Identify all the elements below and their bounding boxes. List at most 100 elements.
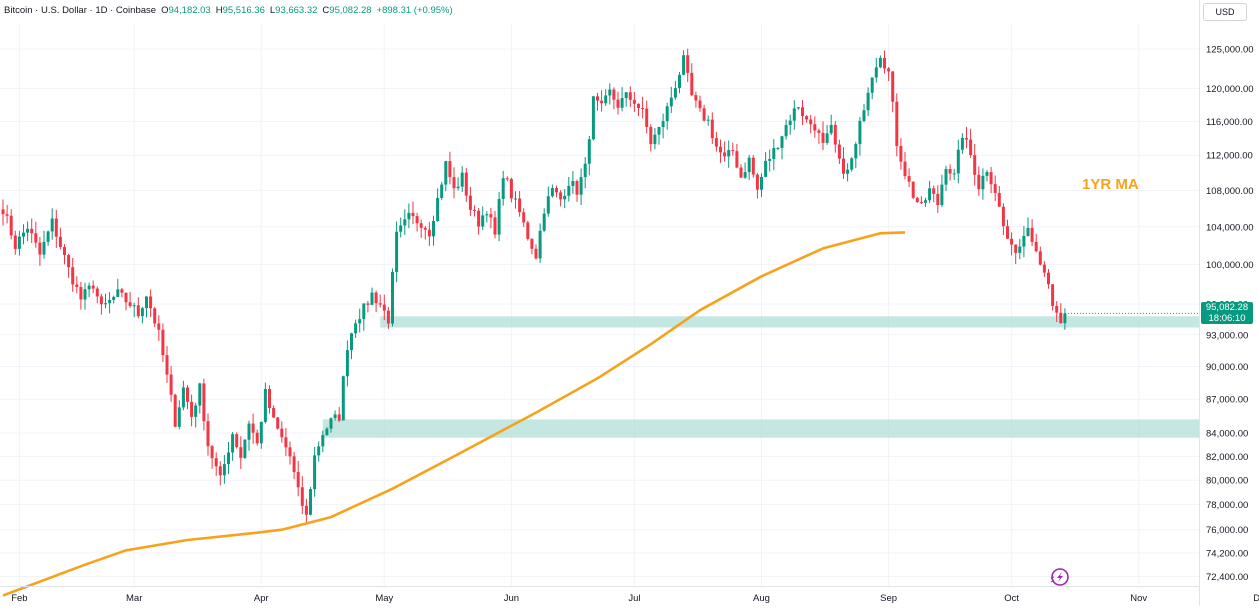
- candle-body: [181, 387, 185, 408]
- candle-body: [731, 150, 735, 152]
- candle-body: [481, 215, 485, 227]
- candle-body: [239, 447, 243, 458]
- price-tick-label: 76,000.00: [1206, 525, 1248, 536]
- candle-body: [973, 155, 977, 175]
- price-tick-label: 93,000.00: [1206, 330, 1248, 341]
- candle-body: [259, 421, 263, 444]
- price-tick-label: 108,000.00: [1206, 186, 1254, 197]
- candle-body: [350, 333, 353, 351]
- candle-body: [456, 186, 460, 189]
- candle-body: [382, 304, 386, 311]
- change-value: +898.31 (+0.95%): [376, 4, 453, 16]
- candle-body: [686, 55, 690, 73]
- candle-body: [649, 126, 653, 145]
- candle-body: [448, 161, 452, 178]
- candle-body: [702, 108, 706, 121]
- candle-body: [743, 172, 747, 178]
- grid: [0, 24, 1199, 586]
- candle-body: [222, 464, 226, 476]
- price-tick-label: 72,400.00: [1206, 572, 1248, 583]
- candle-body: [5, 214, 9, 216]
- time-tick-label: Feb: [11, 593, 27, 604]
- candle-body: [362, 303, 366, 320]
- candle-body: [161, 329, 165, 356]
- candle-body: [391, 271, 394, 324]
- candle-body: [915, 197, 919, 203]
- candle-body: [981, 175, 985, 190]
- low-value: 93,663.32: [275, 4, 318, 16]
- candle-body: [415, 216, 419, 224]
- price-tick-label: 78,000.00: [1206, 500, 1248, 511]
- candle-body: [993, 184, 997, 193]
- candle-body: [985, 172, 989, 176]
- candle-body: [780, 136, 784, 148]
- candle-body: [739, 167, 743, 178]
- price-tick-label: 120,000.00: [1206, 84, 1254, 95]
- candle-body: [653, 134, 657, 145]
- candle-body: [928, 188, 932, 201]
- candle-body: [1034, 241, 1038, 252]
- time-tick-label: Jun: [504, 593, 519, 604]
- candle-body: [452, 177, 456, 189]
- candle-body: [641, 107, 645, 109]
- candle-body: [550, 188, 554, 197]
- candle-body: [952, 173, 956, 175]
- candle-body: [969, 139, 973, 156]
- candle-body: [1055, 305, 1059, 313]
- candle-body: [501, 178, 505, 199]
- candle-body: [58, 236, 62, 248]
- candle-body: [792, 108, 796, 121]
- candle-body: [723, 152, 727, 157]
- candle-body: [165, 355, 169, 375]
- candle-body: [177, 407, 181, 427]
- candle-body: [895, 101, 899, 146]
- candle-body: [669, 97, 673, 107]
- candle-body: [772, 148, 776, 159]
- candle-body: [284, 437, 288, 448]
- candle-body: [263, 388, 267, 422]
- candle-body: [87, 285, 91, 290]
- candle-body: [940, 184, 944, 206]
- candle-body: [768, 158, 772, 161]
- candle-body: [1006, 226, 1009, 239]
- candle-body: [575, 181, 579, 195]
- price-axis[interactable]: 125,000.00 120,000.00 116,000.00 112,000.00…: [1199, 0, 1254, 606]
- currency-button[interactable]: USD: [1203, 3, 1247, 21]
- moving-average: [2, 231, 1199, 597]
- candles: [1, 48, 1067, 525]
- candle-body: [1038, 251, 1042, 265]
- symbol-legend[interactable]: Bitcoin · U.S. Dollar · 1D · Coinbase O …: [4, 3, 453, 17]
- candle-body: [173, 394, 177, 427]
- time-tick-label: May: [375, 593, 393, 604]
- candle-body: [132, 305, 136, 307]
- candle-body: [30, 228, 34, 234]
- candle-body: [518, 198, 522, 213]
- candle-body: [534, 248, 538, 259]
- last-price-tag: 95,082.28 18:06:10: [1201, 302, 1253, 325]
- price-tick-label: 125,000.00: [1206, 45, 1254, 56]
- candle-body: [850, 158, 854, 170]
- candle-body: [54, 218, 58, 237]
- candle-body: [854, 144, 858, 159]
- candle-body: [99, 296, 103, 305]
- candle-body: [665, 106, 669, 122]
- candle-body: [309, 489, 312, 515]
- candle-body: [317, 446, 321, 456]
- candle-body: [124, 292, 128, 303]
- candle-body: [678, 74, 681, 89]
- time-tick-label: Jul: [628, 593, 640, 604]
- candle-body: [587, 139, 591, 164]
- candle-body: [444, 161, 448, 185]
- time-axis[interactable]: Feb Mar Apr May Jun Jul Aug Sep Oct Nov Dec: [0, 586, 1259, 605]
- lightning-icon[interactable]: [1050, 568, 1069, 586]
- candle-body: [874, 67, 878, 78]
- candle-body: [805, 116, 809, 120]
- price-tick-label: 74,200.00: [1206, 548, 1248, 559]
- symbol-name[interactable]: Bitcoin · U.S. Dollar · 1D · Coinbase: [4, 4, 157, 16]
- candle-body: [1018, 246, 1022, 253]
- candle-body: [932, 188, 936, 194]
- candle-body: [202, 383, 206, 422]
- candle-body: [464, 172, 468, 196]
